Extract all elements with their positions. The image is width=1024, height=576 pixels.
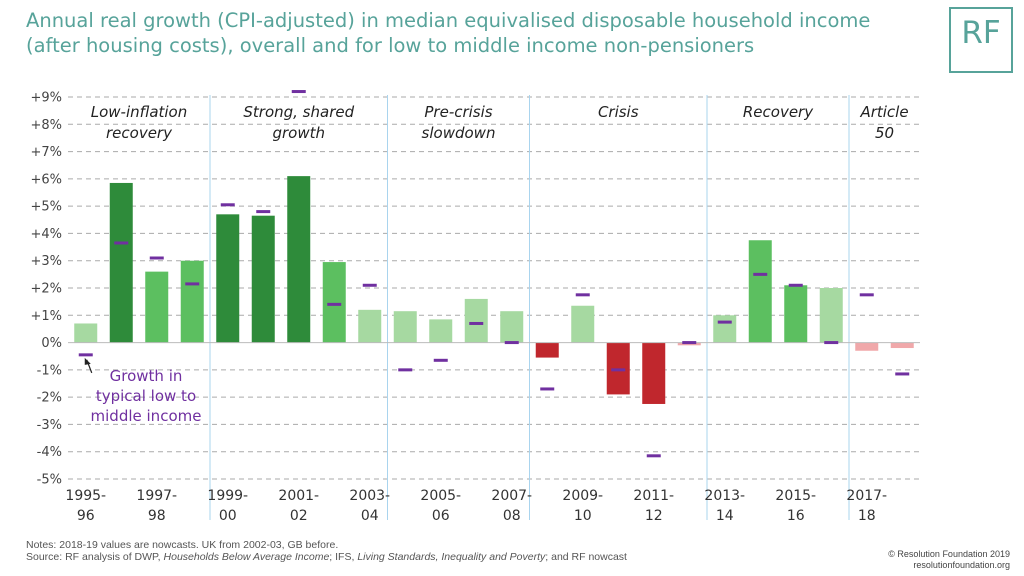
y-tick-label: -3% — [37, 418, 62, 433]
source-line: Source: RF analysis of DWP, Households B… — [26, 551, 627, 563]
y-tick-label: -4% — [37, 445, 62, 460]
bar — [464, 298, 488, 343]
bar — [784, 285, 808, 343]
bar — [855, 342, 879, 351]
bar — [322, 262, 346, 343]
x-tick-label: 2003- — [349, 488, 390, 504]
x-tick-label: 06 — [432, 508, 450, 524]
copyright-line2: resolutionfoundation.org — [913, 560, 1010, 570]
period-label: Low-inflation — [91, 103, 188, 121]
bar — [890, 342, 914, 349]
bar — [393, 311, 417, 343]
bar — [748, 240, 772, 343]
y-tick-label: +1% — [30, 309, 62, 324]
annotation-text: Growth in — [110, 367, 183, 385]
period-label: Strong, shared — [243, 103, 354, 121]
bar — [642, 342, 666, 404]
bar — [429, 319, 453, 343]
x-tick-label: 14 — [716, 508, 734, 524]
chart-title-line2: (after housing costs), overall and for l… — [26, 34, 755, 57]
bar — [287, 176, 311, 343]
period-label: Article — [859, 103, 908, 121]
y-tick-label: -2% — [37, 391, 62, 406]
y-tick-label: +3% — [30, 254, 62, 269]
chart-notes: Notes: 2018-19 values are nowcasts. UK f… — [26, 539, 627, 563]
y-tick-label: +7% — [30, 145, 62, 160]
source-ifs: Living Standards, Inequality and Poverty — [357, 551, 546, 563]
period-label: Crisis — [598, 103, 639, 121]
bar — [535, 342, 559, 358]
x-tick-label: 2007- — [491, 488, 532, 504]
x-tick-label: 2009- — [562, 488, 603, 504]
x-tick-label: 08 — [503, 508, 521, 524]
bar — [571, 305, 595, 343]
notes-line: Notes: 2018-19 values are nowcasts. UK f… — [26, 539, 339, 551]
source-hbai: Households Below Average Income — [163, 551, 330, 563]
y-tick-label: +4% — [30, 227, 62, 242]
source-mid: ; IFS, — [329, 551, 358, 563]
annotation-arrow-head — [84, 357, 91, 365]
period-label: slowdown — [422, 124, 496, 142]
x-tick-label: 1995- — [65, 488, 106, 504]
y-tick-label: 0% — [41, 336, 62, 351]
period-label: Recovery — [743, 103, 814, 121]
bar — [74, 323, 98, 343]
bar — [180, 260, 204, 343]
y-tick-label: +9% — [30, 91, 62, 106]
period-label: recovery — [106, 124, 173, 142]
y-tick-label: -5% — [37, 473, 62, 488]
y-tick-label: +2% — [30, 282, 62, 297]
x-tick-label: 10 — [574, 508, 592, 524]
x-tick-label: 96 — [77, 508, 95, 524]
y-tick-label: +6% — [30, 172, 62, 187]
bar — [358, 309, 382, 343]
x-tick-label: 04 — [361, 508, 379, 524]
y-tick-label: +8% — [30, 118, 62, 133]
bar — [145, 271, 169, 343]
bar — [251, 215, 275, 343]
chart-title: Annual real growth (CPI-adjusted) in med… — [26, 8, 906, 58]
x-tick-label: 2005- — [420, 488, 461, 504]
bar — [500, 311, 524, 343]
bar — [819, 288, 843, 343]
bar-chart: -5% -4% -3% -2% -1% 0% +1% +2% +3% +4% +5% +6% +7% +8… — [30, 90, 920, 524]
y-tick-label: +5% — [30, 200, 62, 215]
x-tick-label: 00 — [219, 508, 237, 524]
x-tick-label: 12 — [645, 508, 663, 524]
x-tick-label: 98 — [148, 508, 166, 524]
bar — [109, 182, 133, 343]
x-tick-label: 18 — [858, 508, 876, 524]
annotation-text: typical low to — [96, 387, 196, 405]
x-tick-label: 16 — [787, 508, 805, 524]
annotation-text: middle income — [91, 407, 202, 425]
x-tick-label: 1997- — [136, 488, 177, 504]
bar — [713, 315, 737, 343]
x-tick-label: 2001- — [278, 488, 319, 504]
y-tick-label: -1% — [37, 363, 62, 378]
x-tick-label: 2017- — [846, 488, 887, 504]
period-label: growth — [272, 124, 325, 142]
copyright: © Resolution Foundation 2019 resolutionf… — [888, 549, 1010, 571]
x-tick-label: 2011- — [633, 488, 674, 504]
bar — [216, 214, 240, 343]
chart-title-line1: Annual real growth (CPI-adjusted) in med… — [26, 9, 871, 32]
period-label: 50 — [875, 124, 894, 142]
rf-logo: RF — [949, 7, 1013, 73]
copyright-line1: © Resolution Foundation 2019 — [888, 549, 1010, 559]
source-suffix: ; and RF nowcast — [545, 551, 627, 563]
source-prefix: Source: RF analysis of DWP, — [26, 551, 164, 563]
x-tick-label: 2013- — [704, 488, 745, 504]
x-tick-label: 02 — [290, 508, 308, 524]
x-tick-label: 2015- — [775, 488, 816, 504]
period-label: Pre-crisis — [424, 103, 492, 121]
x-tick-label: 1999- — [207, 488, 248, 504]
